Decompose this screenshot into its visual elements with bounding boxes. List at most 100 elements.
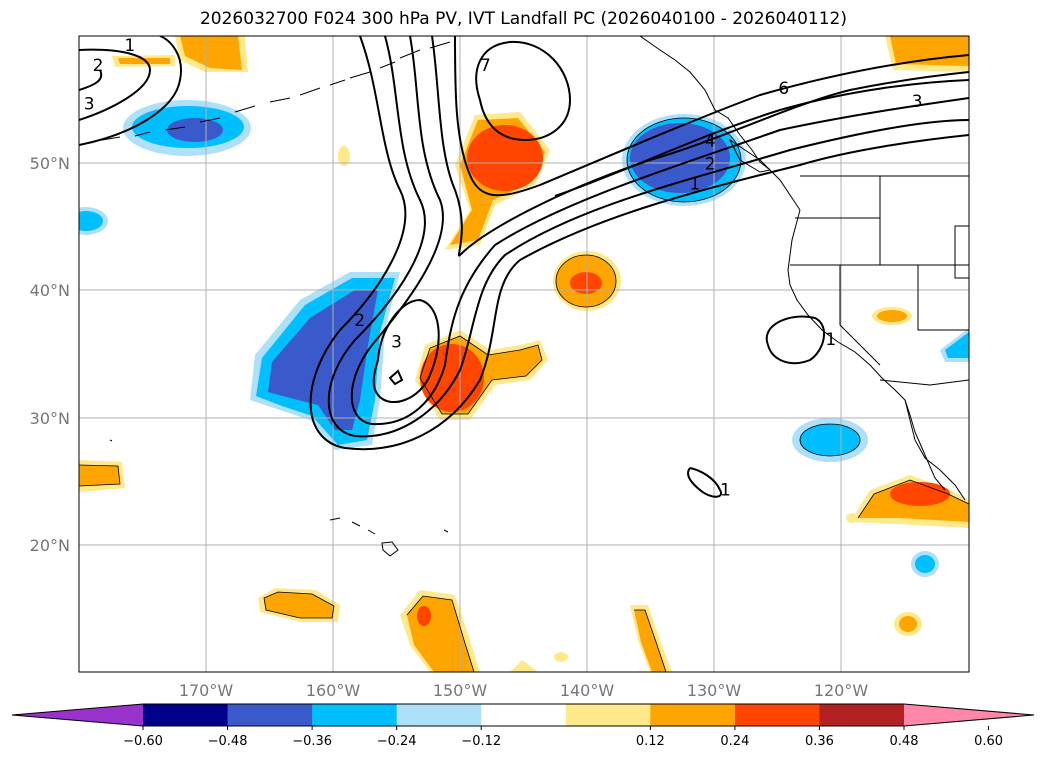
pv-contour — [687, 467, 723, 498]
pv-positive-anomaly — [467, 125, 543, 191]
small-island — [109, 439, 113, 442]
state-border — [839, 265, 881, 366]
colorbar-segment — [396, 704, 482, 726]
lon-label: 160°W — [306, 681, 361, 700]
colorbar-tick-label: 0.12 — [636, 734, 665, 749]
colorbar-segment — [734, 704, 820, 726]
pv-negative-anomaly — [167, 118, 223, 142]
graticule — [79, 36, 969, 672]
pv-negative-anomaly — [79, 211, 103, 231]
pv-positive-anomaly — [634, 610, 666, 672]
pv-positive-anomaly — [846, 513, 858, 523]
colorbar-segment — [819, 704, 905, 726]
pv-positive-anomaly — [877, 310, 907, 322]
colorbar-segment — [650, 704, 736, 726]
aleutian-islands — [101, 41, 451, 141]
longitude-labels: 170°W 160°W 150°W 140°W 130°W 120°W — [179, 681, 869, 700]
pv-negative-anomaly — [268, 290, 378, 430]
colorbar-extend-high — [904, 704, 1034, 726]
colorbar-tick-label: 0.24 — [720, 734, 749, 749]
pv-positive-anomaly — [554, 652, 568, 662]
latitude-labels: 50°N 40°N 30°N 20°N — [30, 154, 70, 555]
colorbar-segment — [565, 704, 651, 726]
contour-label: 1 — [690, 175, 701, 195]
colorbar-tick-label: 0.48 — [890, 734, 919, 749]
hawaii-islands — [329, 517, 399, 557]
colorbar-tick-label: 0.60 — [974, 734, 1003, 749]
contour-label: 3 — [912, 92, 923, 112]
contour-label: 2 — [354, 311, 365, 331]
lon-label: 120°W — [814, 681, 869, 700]
pv-positive-anomaly — [899, 616, 917, 632]
colorbar-segment — [312, 704, 398, 726]
pv-positive-anomaly — [338, 146, 350, 166]
colorbar-tick-label: 0.36 — [805, 734, 834, 749]
contour-label: 2 — [93, 56, 104, 76]
small-island — [443, 529, 449, 533]
lat-label: 30°N — [30, 409, 70, 428]
pv-contour — [350, 36, 969, 426]
contour-label: 3 — [391, 333, 402, 353]
pv-negative-anomaly — [945, 332, 969, 358]
pv-positive-anomaly — [570, 272, 602, 294]
contour-label: 6 — [778, 79, 789, 99]
pv-contour — [454, 36, 969, 197]
pv-positive-anomaly — [417, 606, 431, 626]
pv-contour — [309, 36, 969, 451]
state-border — [954, 225, 969, 279]
map-frame — [78, 35, 970, 673]
pv-positive-anomaly — [118, 58, 170, 64]
pv-negative-anomaly — [915, 555, 935, 573]
pv-positive-anomaly — [890, 482, 950, 506]
pv-positive-anomaly — [264, 592, 334, 618]
pv-contour — [431, 36, 969, 257]
contour-label: 2 — [705, 154, 716, 174]
pv-positive-anomaly — [890, 36, 969, 66]
colorbar-tick-label: −0.24 — [377, 734, 417, 749]
pv-contour — [79, 69, 103, 91]
contour-label: 3 — [84, 94, 95, 114]
pv-contour — [475, 40, 572, 142]
pv-positive-anomaly — [180, 36, 242, 70]
lon-label: 130°W — [687, 681, 742, 700]
vancouver-island — [728, 138, 772, 173]
lat-label: 20°N — [30, 536, 70, 555]
colorbar-segment — [143, 704, 229, 726]
contour-label: 7 — [480, 56, 491, 76]
lon-label: 150°W — [433, 681, 488, 700]
pv-anomaly-fills — [79, 36, 969, 672]
state-border — [795, 176, 881, 219]
pv-positive-anomaly — [79, 465, 120, 486]
mexico-border — [879, 379, 969, 386]
lat-label: 40°N — [30, 281, 70, 300]
pv-contour — [554, 79, 969, 197]
pv-positive-anomaly — [510, 660, 538, 672]
colorbar-segment — [227, 704, 313, 726]
contour-label: 1 — [825, 330, 836, 350]
us-west-coast — [787, 209, 966, 501]
colorbar — [11, 703, 1035, 727]
colorbar-segment — [481, 704, 567, 726]
colorbar-tick-label: −0.12 — [461, 734, 501, 749]
pv-contour — [327, 36, 969, 438]
pv-contour — [79, 48, 152, 121]
state-border — [917, 265, 969, 331]
colorbar-tick-label: −0.60 — [123, 734, 163, 749]
baja-peninsula — [904, 399, 946, 491]
pv-contour — [372, 298, 440, 404]
lon-label: 140°W — [560, 681, 615, 700]
contour-label: 1 — [720, 480, 731, 500]
anomaly-outlines — [79, 117, 969, 672]
colorbar-tick-label: −0.36 — [292, 734, 332, 749]
colorbar-tick-labels: −0.60 −0.48 −0.36 −0.24 −0.12 0.12 0.24 0.36 0.4… — [123, 726, 1003, 749]
contour-label: 1 — [124, 36, 135, 56]
lon-label: 170°W — [179, 681, 234, 700]
pv-contour — [388, 369, 404, 386]
colorbar-tick-label: −0.48 — [208, 734, 248, 749]
contour-label: 4 — [705, 131, 716, 151]
map-title: 2026032700 F024 300 hPa PV, IVT Landfall… — [199, 9, 847, 29]
pv-contour — [765, 315, 825, 365]
pv-negative-anomaly — [800, 424, 860, 456]
